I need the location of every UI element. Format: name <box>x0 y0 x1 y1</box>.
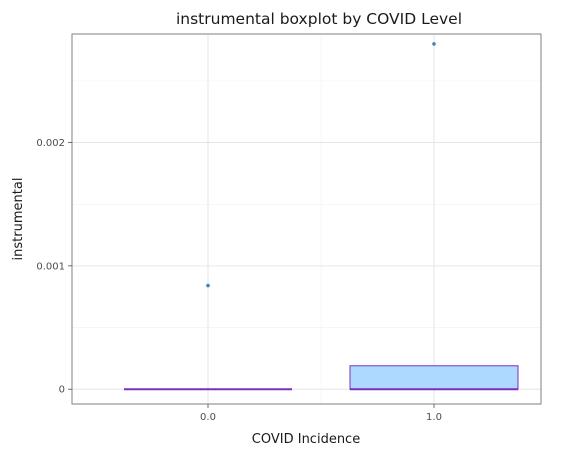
outlier-point-0-0 <box>206 283 210 288</box>
boxes <box>124 365 519 391</box>
chart-title: instrumental boxplot by COVID Level <box>176 10 462 28</box>
x-tick-label-0: 0.0 <box>200 412 216 423</box>
outlier-point-1-0 <box>432 42 436 46</box>
y-axis-title: instrumental <box>11 178 26 261</box>
axis-ticks: 0 0.001 0.002 0.0 1.0 <box>36 138 442 423</box>
x-tick-label-1: 1.0 <box>426 412 442 423</box>
y-tick-label-0: 0 <box>59 385 65 396</box>
grid-lines <box>72 34 541 404</box>
y-tick-label-2: 0.002 <box>36 138 65 149</box>
y-tick-label-1: 0.001 <box>36 261 65 272</box>
plot-panel-border <box>71 33 542 405</box>
outliers <box>206 42 436 288</box>
box-1 <box>349 365 519 390</box>
x-axis-title: COVID Incidence <box>252 432 360 447</box>
